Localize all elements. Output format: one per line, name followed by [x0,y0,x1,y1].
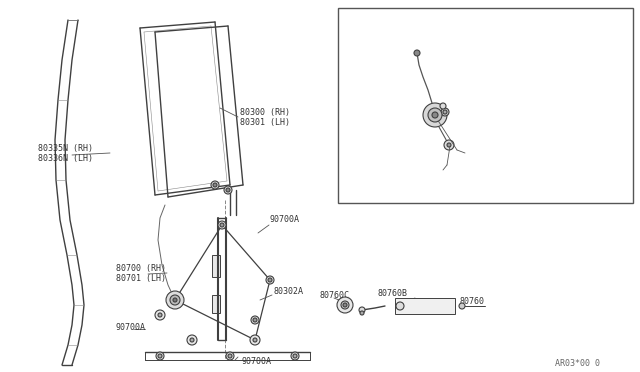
Circle shape [187,335,197,345]
Circle shape [360,311,364,315]
Circle shape [251,336,259,344]
Text: 80302A: 80302A [273,288,303,296]
Circle shape [158,354,162,358]
Circle shape [444,140,454,150]
Circle shape [253,338,257,342]
Text: CAN.S.GXE: CAN.S.GXE [348,19,401,29]
Circle shape [166,291,184,309]
Text: 80760: 80760 [460,298,485,307]
Circle shape [459,303,465,309]
Circle shape [414,50,420,56]
Circle shape [226,352,234,360]
Circle shape [220,223,224,227]
Text: 80760B: 80760B [378,289,408,298]
Text: 90700A: 90700A [115,324,145,333]
Circle shape [291,352,299,360]
Text: 80336N (LH): 80336N (LH) [38,154,93,164]
Circle shape [156,352,164,360]
Text: 80730 (RH): 80730 (RH) [436,131,486,141]
Circle shape [443,110,447,114]
Text: 80700 (RH): 80700 (RH) [116,263,166,273]
Circle shape [190,338,194,342]
Circle shape [266,276,274,284]
Circle shape [337,297,353,313]
Text: 80335N (RH): 80335N (RH) [38,144,93,153]
Circle shape [447,143,451,147]
Circle shape [226,188,230,192]
Circle shape [158,313,162,317]
Circle shape [250,335,260,345]
Circle shape [170,295,180,305]
Text: 90700A: 90700A [270,215,300,224]
Text: 80701 (LH): 80701 (LH) [116,275,166,283]
Text: AR03*00 0: AR03*00 0 [555,359,600,369]
Circle shape [228,354,232,358]
Text: F/PWR WINDOW: F/PWR WINDOW [348,31,419,41]
Circle shape [396,302,404,310]
Text: 80300 (RH): 80300 (RH) [240,108,290,116]
Circle shape [251,316,259,324]
Circle shape [268,278,272,282]
Circle shape [343,303,347,307]
Text: 80760C: 80760C [320,291,350,299]
Circle shape [155,310,165,320]
Circle shape [432,112,438,118]
Circle shape [224,186,232,194]
Circle shape [359,307,365,313]
Circle shape [293,354,297,358]
Bar [212,295,220,313]
Bar [212,255,220,277]
Text: 90700A: 90700A [242,357,272,366]
Circle shape [428,108,442,122]
Text: 80301 (LH): 80301 (LH) [240,119,290,128]
Bar [395,298,455,314]
Circle shape [173,298,177,302]
Text: 80731 (LH): 80731 (LH) [436,144,486,153]
Circle shape [253,318,257,322]
Circle shape [441,108,449,116]
Circle shape [423,103,447,127]
Circle shape [440,103,446,109]
Bar [338,8,633,203]
Circle shape [253,338,257,342]
Circle shape [341,301,349,309]
Circle shape [213,183,217,187]
Text: 80700A: 80700A [406,171,436,180]
Circle shape [211,181,219,189]
Circle shape [218,221,226,229]
